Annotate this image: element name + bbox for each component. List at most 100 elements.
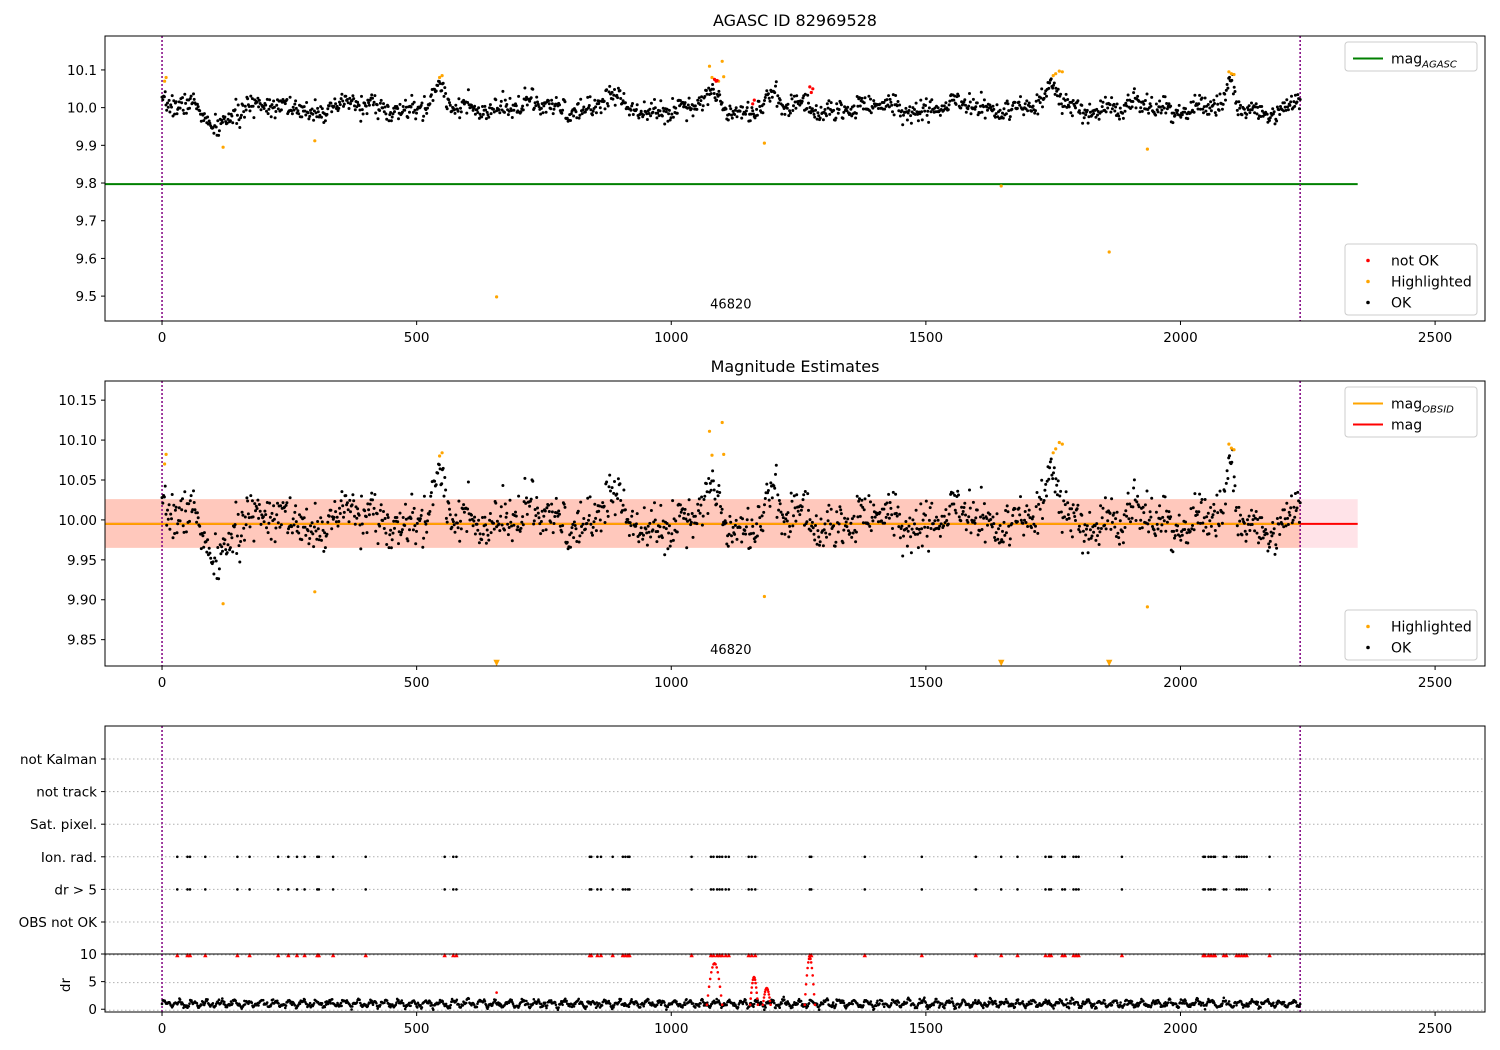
ok-point	[256, 498, 260, 502]
ok-point	[707, 86, 711, 90]
ok-point	[878, 102, 882, 106]
ok-point	[711, 87, 715, 91]
dr-point	[951, 1002, 955, 1005]
ok-point	[994, 531, 998, 535]
ok-point	[317, 538, 321, 542]
ok-point	[964, 513, 967, 517]
ok-point	[909, 114, 913, 118]
dr-point	[407, 1001, 411, 1005]
ok-point	[753, 540, 757, 544]
highlighted-point	[707, 429, 712, 433]
ok-point	[198, 524, 202, 528]
dr-clipped-marker	[598, 952, 604, 958]
ok-point	[1220, 521, 1224, 525]
flag-point	[1237, 855, 1241, 859]
ok-point	[1082, 116, 1086, 120]
ok-point	[557, 509, 561, 513]
ok-point	[808, 106, 812, 109]
ok-point	[1015, 520, 1019, 524]
ok-point	[545, 506, 549, 510]
ok-point	[500, 523, 504, 527]
ok-point	[551, 112, 555, 116]
flag-point	[452, 855, 455, 859]
ok-point	[1090, 534, 1094, 538]
ok-point	[448, 513, 452, 517]
ok-point	[276, 521, 280, 525]
ok-point	[310, 107, 314, 111]
ok-point	[582, 517, 586, 520]
ok-point	[855, 494, 859, 498]
ok-point	[730, 540, 734, 544]
ok-point	[1212, 502, 1216, 506]
ok-point	[1096, 113, 1099, 117]
ok-point	[1136, 94, 1140, 98]
ok-point	[913, 522, 916, 526]
ok-point	[829, 507, 833, 511]
ok-point	[337, 106, 341, 110]
ok-point	[942, 514, 946, 518]
ok-point	[671, 115, 675, 119]
dr-clipped-marker	[203, 952, 208, 958]
ok-point	[613, 103, 617, 107]
ok-point	[1066, 513, 1070, 517]
ok-point	[170, 105, 173, 109]
dr-point	[1235, 1004, 1238, 1007]
ok-point	[569, 112, 573, 116]
ok-point	[1130, 516, 1134, 520]
ok-point	[844, 520, 848, 524]
ok-point	[341, 99, 345, 103]
ok-point	[413, 108, 417, 112]
ok-point	[1057, 511, 1061, 514]
highlighted-point	[762, 594, 767, 599]
ok-point	[1131, 505, 1135, 509]
dr-point	[1179, 998, 1183, 1001]
flag-point	[720, 888, 724, 891]
ok-point	[795, 493, 799, 497]
ok-point	[847, 529, 850, 533]
ok-point	[1294, 509, 1298, 513]
ok-point	[814, 108, 817, 112]
ok-point	[863, 96, 867, 100]
ok-point	[535, 95, 539, 99]
ok-point	[697, 509, 700, 513]
ok-point	[1218, 92, 1222, 96]
ok-point	[839, 512, 843, 516]
ok-point	[1160, 523, 1164, 527]
dr-point	[905, 1001, 909, 1004]
ok-point	[245, 496, 249, 500]
ok-point	[1159, 111, 1163, 115]
ok-point	[783, 532, 787, 536]
ok-point	[848, 531, 852, 535]
ok-point	[333, 97, 337, 101]
dr-point	[994, 1002, 998, 1006]
ok-point	[805, 520, 809, 524]
ok-point	[763, 503, 766, 507]
dr-point	[882, 1005, 886, 1009]
flag-point	[452, 888, 455, 891]
ok-point	[793, 100, 797, 104]
ok-point	[880, 519, 883, 523]
flag-point	[443, 888, 447, 891]
dr-point	[815, 1002, 819, 1006]
ok-point	[1270, 534, 1274, 538]
ok-point	[1292, 100, 1296, 104]
ok-point	[690, 512, 694, 515]
ok-point	[757, 99, 761, 103]
ok-point	[539, 532, 543, 536]
ok-point	[807, 101, 810, 105]
ok-point	[836, 111, 840, 115]
ok-point	[543, 509, 547, 513]
dr-point	[725, 1003, 728, 1007]
ok-point	[247, 516, 251, 520]
ok-point	[798, 103, 802, 107]
ok-point	[901, 123, 905, 127]
ok-point	[1002, 520, 1006, 524]
ok-point	[319, 105, 323, 109]
ok-point	[849, 521, 853, 525]
legend-marker-swatch	[1366, 279, 1370, 284]
ok-point	[534, 104, 538, 108]
ok-point	[510, 539, 514, 543]
ok-point	[178, 106, 182, 110]
ok-point	[398, 511, 402, 515]
ok-point	[755, 113, 759, 117]
